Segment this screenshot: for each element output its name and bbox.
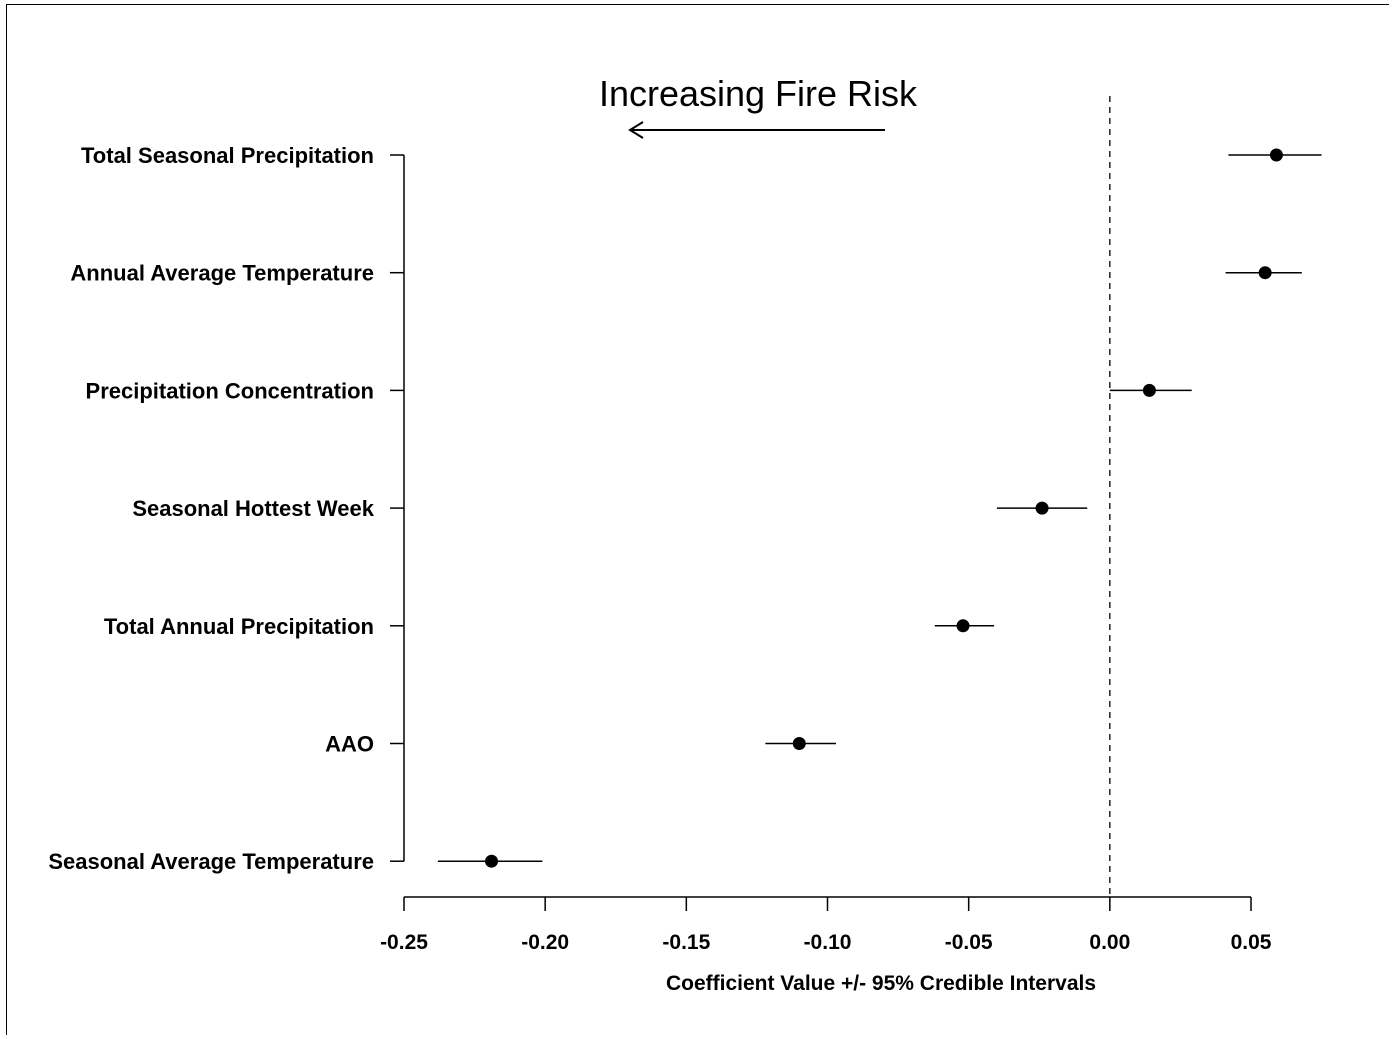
x-axis-label: Coefficient Value +/- 95% Credible Inter… — [666, 972, 1096, 995]
x-tick-label: -0.25 — [380, 931, 428, 954]
y-tick-label: Total Annual Precipitation — [104, 614, 374, 639]
coefficient-point — [1142, 383, 1156, 397]
annotation-arrow — [628, 121, 885, 139]
coefficient-point — [485, 854, 499, 868]
coefficient-point — [792, 737, 806, 750]
x-tick-label: 0.00 — [1089, 931, 1130, 954]
coefficient-point — [1269, 148, 1283, 162]
x-tick-label: -0.15 — [662, 931, 710, 954]
x-tick-label: -0.05 — [945, 931, 993, 954]
coefficient-point — [956, 619, 970, 633]
y-tick-label: Seasonal Average Temperature — [48, 849, 374, 874]
chart-frame — [6, 4, 1389, 1035]
annotation-text: Increasing Fire Risk — [599, 73, 918, 114]
y-axis-labels: Total Seasonal Precipitation Annual Avera… — [48, 143, 374, 874]
x-axis: -0.25 -0.20 -0.15 -0.10 -0.05 0.00 0.05 — [380, 896, 1272, 954]
x-tick-label: 0.05 — [1231, 931, 1272, 954]
x-tick-label: -0.10 — [804, 931, 852, 954]
y-tick-label: Seasonal Hottest Week — [132, 496, 374, 521]
y-tick-label: Annual Average Temperature — [70, 261, 374, 286]
y-tick-label: AAO — [325, 732, 374, 757]
coefficient-marks — [437, 148, 1322, 868]
y-tick-label: Total Seasonal Precipitation — [81, 143, 374, 168]
y-axis — [390, 154, 405, 862]
coefficient-point — [1258, 266, 1272, 280]
y-tick-label: Precipitation Concentration — [86, 378, 374, 403]
coefficient-point — [1035, 501, 1049, 515]
x-tick-label: -0.20 — [521, 931, 569, 954]
